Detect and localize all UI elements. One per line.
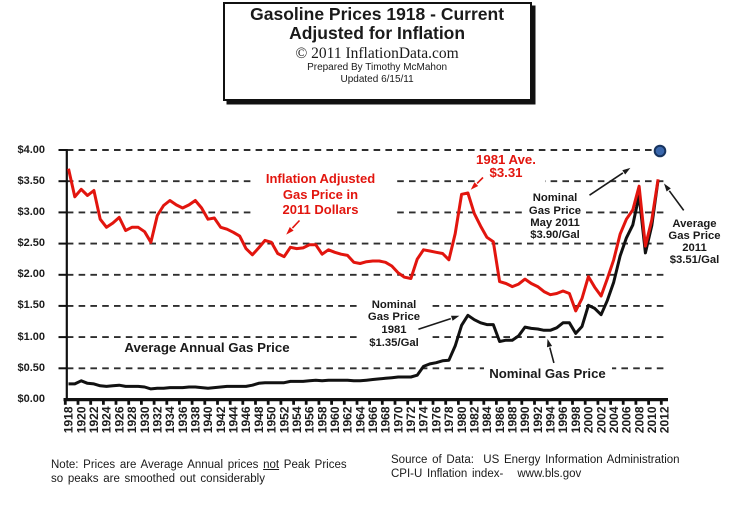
svg-text:1986: 1986 [493, 406, 507, 433]
svg-text:1956: 1956 [303, 406, 317, 433]
svg-text:2004: 2004 [607, 406, 621, 433]
svg-text:1926: 1926 [112, 406, 126, 433]
svg-text:1988: 1988 [506, 406, 520, 433]
svg-text:1998: 1998 [569, 406, 583, 433]
svg-text:1976: 1976 [429, 406, 443, 433]
svg-text:1960: 1960 [328, 406, 342, 433]
svg-text:1978: 1978 [442, 406, 456, 433]
svg-text:1954: 1954 [290, 406, 304, 433]
svg-text:1994: 1994 [544, 406, 558, 433]
svg-text:1936: 1936 [176, 406, 190, 433]
svg-text:1938: 1938 [189, 406, 203, 433]
svg-text:2002: 2002 [594, 406, 608, 433]
svg-text:1948: 1948 [252, 406, 266, 433]
svg-text:1958: 1958 [315, 406, 329, 433]
svg-text:1928: 1928 [125, 406, 139, 433]
svg-text:1992: 1992 [531, 406, 545, 433]
svg-text:1950: 1950 [265, 406, 279, 433]
svg-text:1974: 1974 [417, 406, 431, 433]
svg-text:1980: 1980 [455, 406, 469, 433]
svg-text:1942: 1942 [214, 406, 228, 433]
svg-text:1930: 1930 [138, 406, 152, 433]
svg-text:1952: 1952 [277, 406, 291, 433]
svg-text:1966: 1966 [366, 406, 380, 433]
svg-text:1990: 1990 [518, 406, 532, 433]
svg-text:1920: 1920 [74, 406, 88, 433]
svg-text:1944: 1944 [227, 406, 241, 433]
svg-text:1964: 1964 [353, 406, 367, 433]
svg-text:1984: 1984 [480, 406, 494, 433]
svg-text:1924: 1924 [100, 406, 114, 433]
svg-text:2006: 2006 [620, 406, 634, 433]
svg-text:1972: 1972 [404, 406, 418, 433]
svg-text:1918: 1918 [62, 406, 76, 433]
svg-text:1970: 1970 [391, 406, 405, 433]
svg-text:2008: 2008 [632, 406, 646, 433]
svg-text:2010: 2010 [645, 406, 659, 433]
svg-text:1962: 1962 [341, 406, 355, 433]
svg-text:1934: 1934 [163, 406, 177, 433]
svg-text:1940: 1940 [201, 406, 215, 433]
svg-text:1946: 1946 [239, 406, 253, 433]
svg-text:1982: 1982 [468, 406, 482, 433]
svg-text:1968: 1968 [379, 406, 393, 433]
svg-text:1996: 1996 [556, 406, 570, 433]
svg-text:1932: 1932 [151, 406, 165, 433]
svg-text:1922: 1922 [87, 406, 101, 433]
svg-text:2012: 2012 [658, 406, 672, 433]
svg-text:2000: 2000 [582, 406, 596, 433]
